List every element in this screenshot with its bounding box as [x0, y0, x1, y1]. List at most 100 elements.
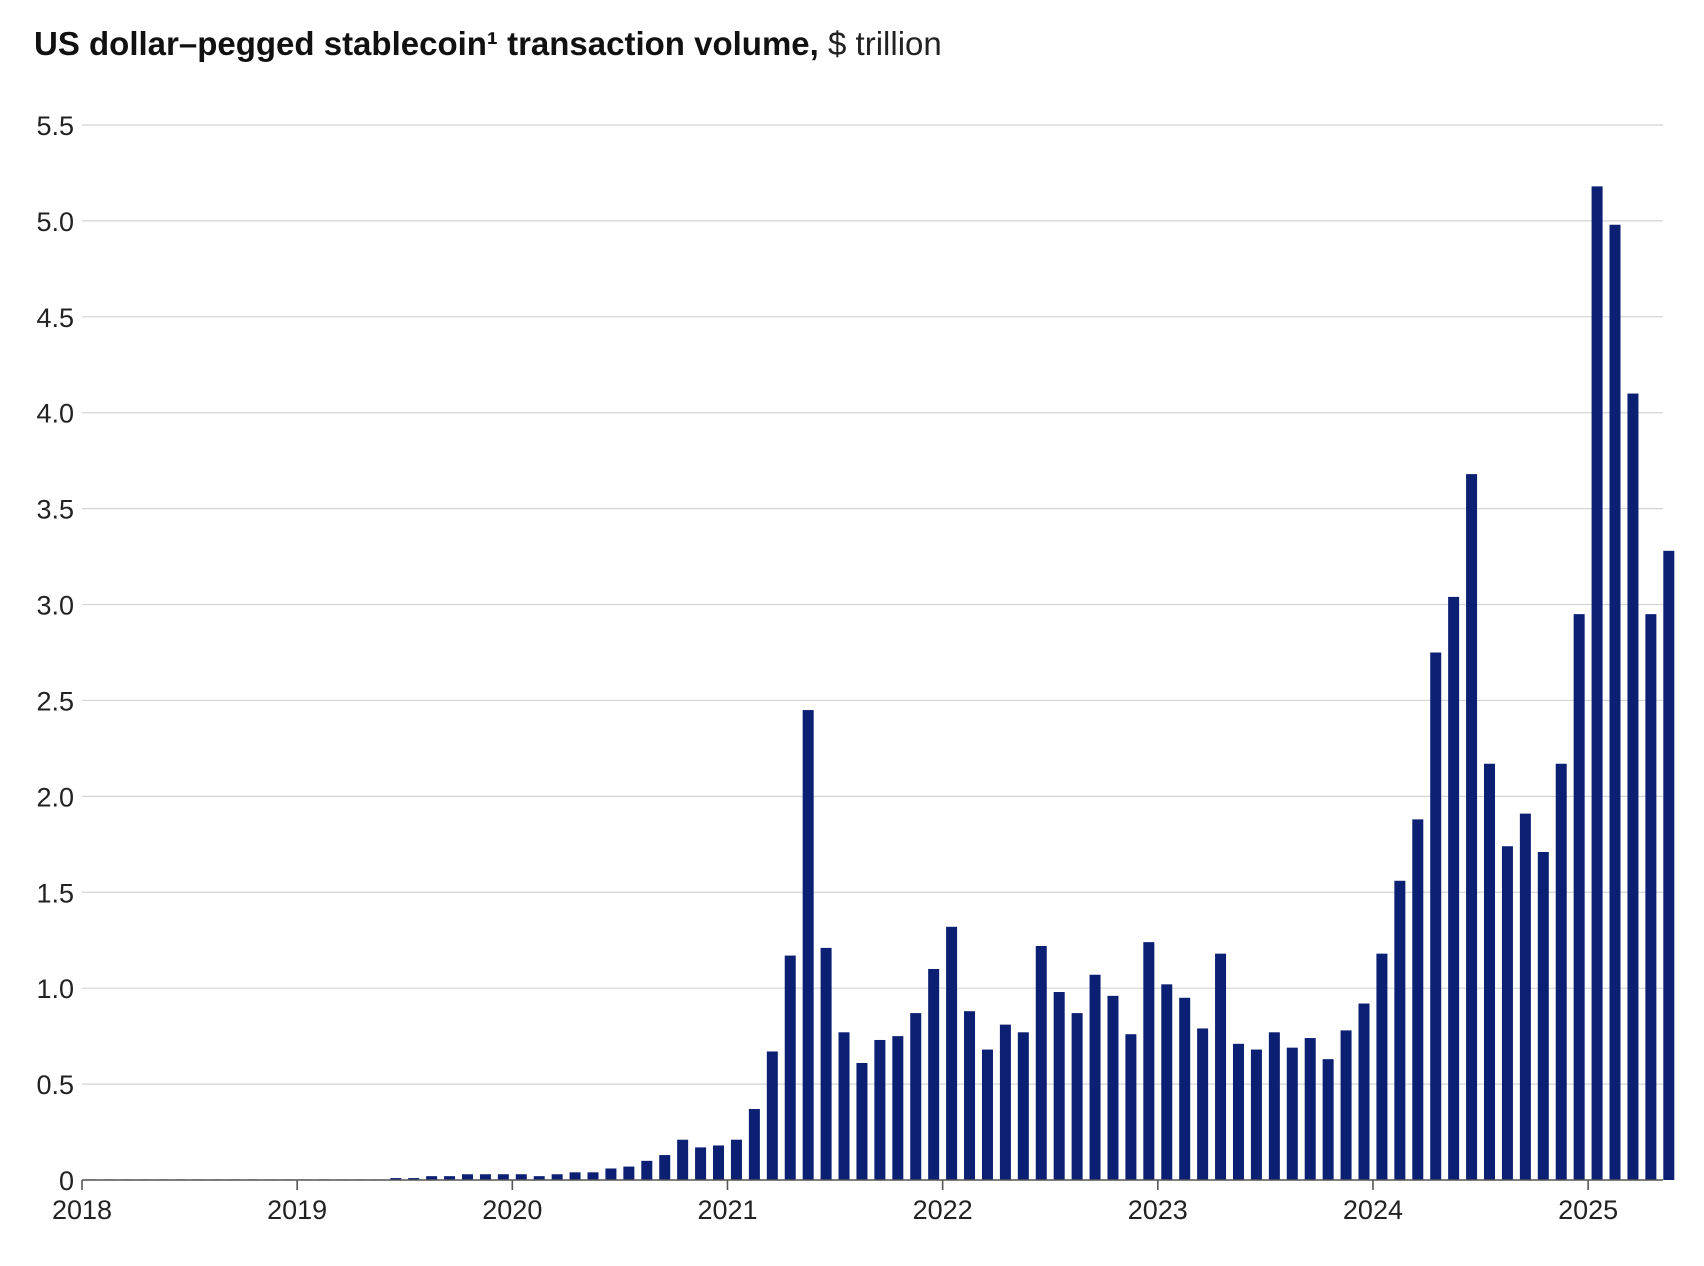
bar — [1555, 763, 1567, 1180]
bar — [1161, 984, 1173, 1180]
chart-title-main: US dollar–pegged stablecoin¹ transaction… — [34, 25, 819, 62]
bar — [605, 1168, 617, 1180]
bar — [1215, 953, 1227, 1180]
bar — [1358, 1003, 1370, 1180]
x-tick-label: 2023 — [1128, 1195, 1188, 1225]
bar — [1537, 851, 1549, 1180]
bar — [1609, 224, 1621, 1180]
bar — [1627, 393, 1639, 1181]
bar — [1017, 1032, 1029, 1180]
bar — [623, 1166, 635, 1180]
bar — [515, 1174, 527, 1180]
x-tick-label: 2025 — [1558, 1195, 1618, 1225]
bar — [981, 1049, 993, 1180]
bar — [1179, 997, 1191, 1180]
bar — [1430, 652, 1442, 1180]
bar — [461, 1174, 473, 1180]
bar — [1268, 1032, 1280, 1180]
y-tick-label: 0.5 — [36, 1070, 74, 1100]
bar — [1125, 1034, 1137, 1180]
bar — [910, 1013, 922, 1180]
y-tick-label: 1.0 — [36, 974, 74, 1004]
bar — [641, 1160, 653, 1180]
bar — [1466, 474, 1478, 1180]
x-tick-label: 2021 — [697, 1195, 757, 1225]
bar — [1250, 1049, 1262, 1180]
bar — [820, 947, 832, 1180]
bar — [551, 1174, 563, 1180]
bar — [802, 710, 814, 1180]
bar — [946, 926, 958, 1180]
bar — [408, 1178, 420, 1180]
bar — [1376, 953, 1388, 1180]
bar — [784, 955, 796, 1180]
bar — [444, 1176, 456, 1180]
bar — [1322, 1059, 1334, 1180]
x-tick-label: 2018 — [52, 1195, 112, 1225]
x-tick-label: 2022 — [913, 1195, 973, 1225]
bar — [1232, 1043, 1244, 1180]
bar — [1071, 1013, 1083, 1180]
bar — [1519, 813, 1531, 1180]
y-tick-label: 2.5 — [36, 686, 74, 716]
bar — [426, 1176, 438, 1180]
bar — [838, 1032, 850, 1180]
bar — [999, 1024, 1011, 1180]
x-tick-label: 2020 — [482, 1195, 542, 1225]
y-tick-label: 2.0 — [36, 782, 74, 812]
y-tick-label: 4.0 — [36, 399, 74, 429]
bar — [928, 969, 940, 1180]
gridlines — [82, 124, 1663, 1085]
bar — [1286, 1047, 1298, 1180]
y-tick-label: 0 — [59, 1166, 74, 1196]
bar — [1394, 880, 1406, 1180]
bar — [1197, 1028, 1209, 1180]
y-tick-label: 3.0 — [36, 591, 74, 621]
bar — [1591, 186, 1603, 1180]
bar — [874, 1039, 886, 1180]
bar — [569, 1172, 581, 1180]
bar — [1035, 945, 1047, 1180]
bar — [1412, 819, 1424, 1180]
y-axis-ticks: 0 0.5 1.0 1.5 2.0 2.5 3.0 3.5 4.0 4.5 5.0 5.5 — [36, 111, 74, 1196]
x-tick-label: 2024 — [1343, 1195, 1403, 1225]
bar — [659, 1155, 671, 1180]
y-tick-label: 4.5 — [36, 303, 74, 333]
bar — [766, 1051, 778, 1180]
bar — [390, 1178, 402, 1180]
bar — [964, 1011, 976, 1180]
bar — [1107, 995, 1119, 1180]
bar — [713, 1145, 725, 1180]
bar — [587, 1172, 599, 1180]
bars — [85, 186, 1675, 1181]
bar — [1501, 846, 1513, 1180]
x-axis: 2018 2019 2020 2021 2022 2023 2024 2025 — [52, 1179, 1663, 1225]
bar — [748, 1109, 760, 1180]
bar — [1340, 1030, 1352, 1180]
bar — [1645, 614, 1657, 1180]
bar — [497, 1174, 509, 1180]
bar — [1053, 992, 1065, 1180]
bar — [1484, 763, 1496, 1180]
bar — [533, 1176, 545, 1180]
bar — [892, 1036, 904, 1180]
bar — [479, 1174, 491, 1180]
y-tick-label: 1.5 — [36, 878, 74, 908]
bar — [1089, 974, 1101, 1180]
bar — [695, 1147, 707, 1180]
x-tick-label: 2019 — [267, 1195, 327, 1225]
bar — [1143, 942, 1155, 1180]
y-tick-label: 3.5 — [36, 495, 74, 525]
y-tick-label: 5.0 — [36, 207, 74, 237]
bar — [1573, 614, 1585, 1180]
bar — [1448, 596, 1460, 1180]
chart-title: US dollar–pegged stablecoin¹ transaction… — [34, 22, 942, 66]
chart-title-unit: $ trillion — [828, 25, 942, 62]
bar — [677, 1139, 689, 1180]
y-tick-label: 5.5 — [36, 111, 74, 141]
bar — [856, 1062, 868, 1180]
bar — [730, 1139, 742, 1180]
bar — [1304, 1038, 1316, 1180]
bar — [1663, 550, 1675, 1180]
